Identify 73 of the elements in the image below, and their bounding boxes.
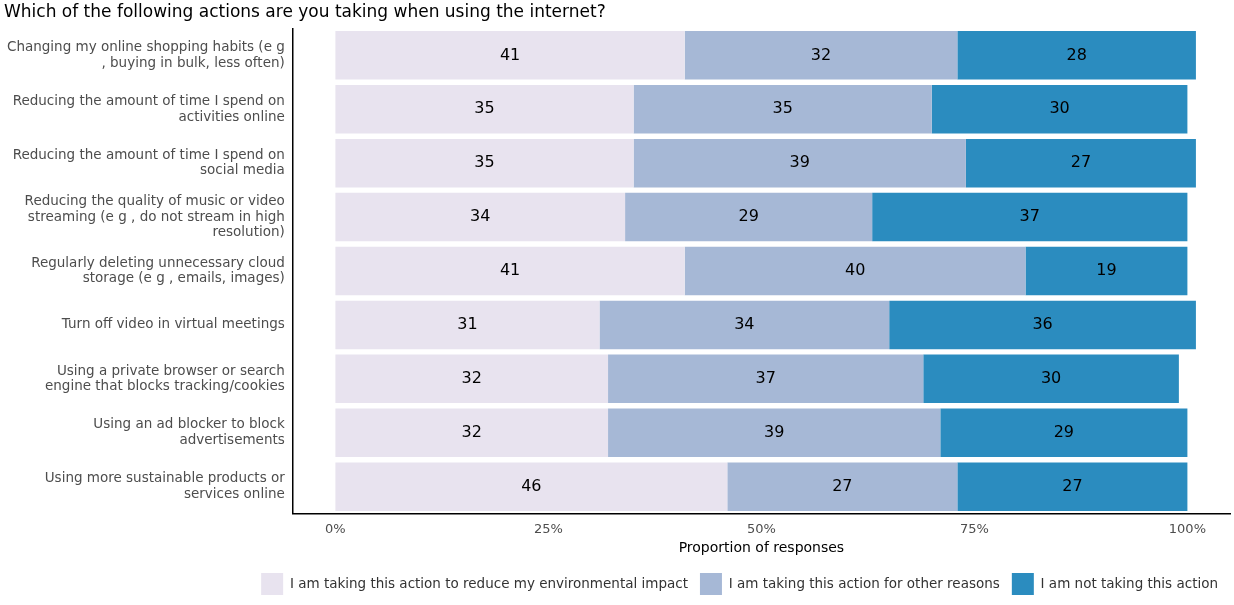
- y-tick-label: Regularly deleting unnecessary cloud storage (e g , emails, images): [31, 253, 285, 286]
- bar: [872, 192, 1188, 242]
- data-label: 27: [832, 475, 853, 495]
- data-label: 36: [1032, 314, 1053, 334]
- data-label: 27: [1070, 152, 1092, 172]
- bar: [684, 31, 958, 80]
- data-label: 35: [474, 152, 495, 172]
- bar: [957, 462, 1188, 511]
- y-tick-label: Turn off video in virtual meetings: [60, 315, 285, 332]
- legend-label: I am not taking this action: [1040, 574, 1218, 591]
- bar: [335, 246, 685, 296]
- bar: [335, 192, 626, 242]
- data-label: 41: [499, 44, 521, 64]
- data-label: 37: [1019, 206, 1040, 226]
- legend-label: I am taking this action for other reasons: [728, 574, 1000, 591]
- data-label: 35: [474, 98, 495, 118]
- y-tick-label: Reducing the quality of music or video streaming (e g , do not stream in high resolution): [24, 192, 285, 240]
- bar: [608, 354, 924, 404]
- data-label: 41: [499, 260, 521, 280]
- data-label: 39: [764, 421, 785, 441]
- data-label: 37: [755, 367, 776, 387]
- bar: [633, 138, 966, 188]
- data-label: 29: [738, 206, 759, 226]
- bar: [335, 31, 685, 80]
- data-label: 40: [844, 260, 866, 280]
- data-label: 27: [1062, 475, 1083, 495]
- data-label: 28: [1066, 44, 1087, 64]
- bar: [965, 138, 1196, 188]
- x-tick-label: 75%: [959, 520, 989, 536]
- x-tick-label: 50%: [746, 520, 776, 536]
- data-label: 34: [734, 314, 755, 334]
- x-tick-label: 0%: [325, 520, 346, 536]
- bar: [335, 85, 634, 134]
- bar: [684, 246, 1026, 296]
- y-tick-label: Reducing the amount of time I spend on social media: [12, 145, 285, 178]
- data-label: 39: [789, 152, 810, 172]
- x-tick-label: 100%: [1168, 520, 1206, 536]
- data-label: 32: [461, 367, 482, 387]
- data-label: 32: [810, 44, 832, 64]
- x-tick-label: 25%: [533, 520, 563, 536]
- bar: [1025, 246, 1188, 296]
- data-label: 30: [1040, 367, 1062, 387]
- bar: [923, 354, 1179, 404]
- bar: [633, 85, 932, 134]
- data-label: 32: [461, 421, 482, 441]
- bar: [335, 300, 600, 350]
- bar: [335, 462, 728, 511]
- data-label: 46: [521, 475, 542, 495]
- y-tick-label: Using a private browser or search engine that blocks tracking/cookies: [44, 361, 285, 394]
- legend-label: I am taking this action to reduce my environmental impact: [289, 574, 688, 591]
- bar: [931, 85, 1188, 134]
- bar: [599, 300, 890, 350]
- y-tick-label: Changing my online shopping habits (e g , buying in bulk, less often): [6, 38, 285, 70]
- data-label: 19: [1096, 260, 1117, 280]
- bar: [889, 300, 1196, 350]
- bar: [940, 408, 1188, 457]
- data-label: 30: [1049, 98, 1070, 118]
- data-label: 29: [1053, 421, 1075, 441]
- bar: [608, 408, 941, 457]
- bar: [957, 31, 1196, 80]
- bar: [335, 408, 609, 457]
- data-label: 31: [457, 314, 478, 334]
- data-label: 35: [772, 98, 793, 118]
- bar: [335, 138, 634, 188]
- y-tick-label: Reducing the amount of time I spend on activities online: [12, 92, 285, 124]
- bar: [625, 192, 873, 242]
- data-label: 34: [470, 206, 491, 226]
- bar: [727, 462, 958, 511]
- bar: [335, 354, 609, 404]
- chart-title: Which of the following actions are you taking when using the internet?: [4, 0, 606, 21]
- y-tick-label: Using an ad blocker to block advertisements: [93, 415, 285, 447]
- y-tick-label: Using more sustainable products or services online: [44, 469, 286, 501]
- x-axis-title: Proportion of responses: [678, 539, 845, 556]
